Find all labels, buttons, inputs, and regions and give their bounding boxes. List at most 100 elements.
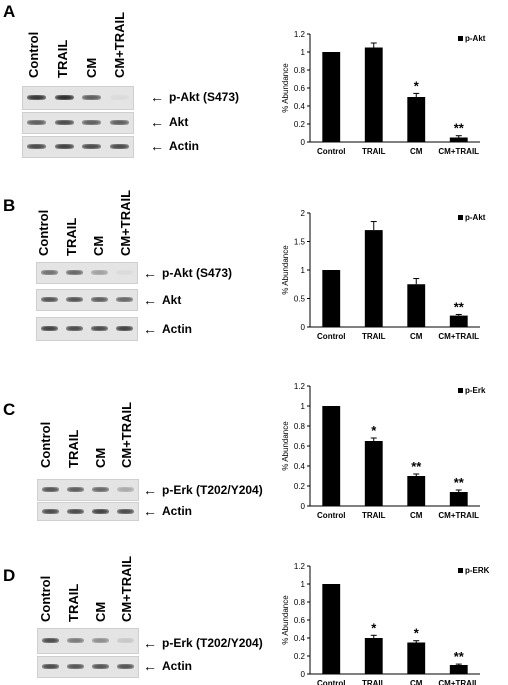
- blot-band: [115, 297, 134, 302]
- y-tick-label: 0: [301, 323, 306, 332]
- arrow-label-p-akt: ← p-Akt (S473): [150, 89, 239, 105]
- x-tick-label: TRAIL: [362, 679, 386, 685]
- panel-letter: A: [3, 2, 16, 21]
- arrow-label-actin: ← Actin: [143, 503, 192, 519]
- blot-actin: [22, 136, 134, 158]
- blot-label: p-Akt (S473): [162, 266, 233, 280]
- blot-label: p-Erk (T202/Y204): [162, 483, 263, 497]
- blot-band: [82, 144, 102, 149]
- left-arrow-icon: ←: [143, 292, 157, 308]
- bar: [322, 406, 341, 506]
- lane-label-cm: CM: [84, 57, 99, 78]
- x-tick-label: Control: [317, 679, 345, 685]
- lane-label-trail: TRAIL: [64, 217, 79, 256]
- lane-label-cm-trail: CM+TRAIL: [118, 189, 133, 256]
- left-arrow-icon: ←: [150, 114, 164, 130]
- blot-band: [54, 144, 74, 149]
- blot-band: [91, 508, 110, 514]
- blot-band: [66, 638, 85, 643]
- blot-band: [27, 144, 47, 149]
- lane-label-cm-trail: CM+TRAIL: [112, 11, 127, 78]
- blot-band: [41, 487, 60, 492]
- y-tick-label: 1.2: [294, 382, 306, 391]
- y-tick-label: 1: [301, 402, 306, 411]
- blot-band: [41, 508, 60, 514]
- legend-swatch: [458, 568, 463, 573]
- blot-label: Actin: [162, 659, 192, 673]
- y-tick-label: 0.4: [294, 634, 306, 643]
- arrow-label-akt: ← Akt: [150, 114, 188, 130]
- arrow-label-p-akt: ← p-Akt (S473): [143, 265, 232, 281]
- blot-p-erk: [37, 479, 139, 501]
- left-arrow-icon: ←: [143, 635, 157, 651]
- bar: [449, 315, 468, 327]
- y-tick-label: 0: [301, 502, 306, 511]
- y-axis-label: % Abundance: [281, 63, 290, 113]
- significance-marker: **: [454, 649, 465, 664]
- lane-label-cm-trail: CM+TRAIL: [119, 555, 134, 622]
- arrow-label-actin: ← Actin: [150, 138, 199, 154]
- blot-band: [90, 297, 109, 302]
- legend-swatch: [458, 388, 463, 393]
- arrow-label-actin: ← Actin: [143, 321, 192, 337]
- bar: [407, 476, 426, 506]
- legend-label: p-Erk: [465, 386, 486, 395]
- x-tick-label: CM+TRAIL: [438, 332, 479, 341]
- x-tick-label: CM+TRAIL: [438, 147, 479, 156]
- bar: [449, 492, 468, 506]
- left-arrow-icon: ←: [150, 138, 164, 154]
- arrow-label-akt: ← Akt: [143, 292, 181, 308]
- blot-akt: [36, 289, 138, 311]
- blot-band: [91, 638, 110, 643]
- y-tick-label: 1: [301, 48, 306, 57]
- left-arrow-icon: ←: [143, 321, 157, 337]
- blot-band: [91, 487, 110, 492]
- blot-band: [82, 95, 102, 100]
- bar: [407, 284, 426, 327]
- y-tick-label: 0: [301, 138, 306, 147]
- bar: [322, 584, 341, 674]
- blot-band: [54, 120, 74, 125]
- blot-band: [82, 120, 102, 125]
- x-tick-label: CM+TRAIL: [438, 679, 479, 685]
- blot-label: p-Akt (S473): [169, 90, 240, 104]
- blot-p-akt: [36, 262, 138, 284]
- blot-label: Akt: [169, 115, 189, 129]
- y-tick-label: 0.8: [294, 66, 306, 75]
- blot-band: [65, 270, 84, 275]
- legend-swatch: [458, 36, 463, 41]
- x-tick-label: CM: [410, 511, 423, 520]
- arrow-label-p-erk: ← p-Erk (T202/Y204): [143, 482, 263, 498]
- x-tick-label: CM: [410, 147, 423, 156]
- blot-band: [109, 95, 129, 100]
- blot-label: p-Erk (T202/Y204): [162, 636, 263, 650]
- lane-label-control: Control: [26, 31, 41, 78]
- bar: [364, 230, 383, 327]
- blot-band: [109, 144, 129, 149]
- arrow-label-p-erk: ← p-Erk (T202/Y204): [143, 635, 263, 651]
- left-arrow-icon: ←: [143, 503, 157, 519]
- y-tick-label: 0.6: [294, 84, 306, 93]
- y-tick-label: 1.5: [294, 238, 306, 247]
- blot-band: [116, 487, 135, 492]
- blot-actin: [36, 317, 138, 341]
- y-tick-label: 0.8: [294, 598, 306, 607]
- blot-band: [41, 664, 60, 669]
- significance-marker: **: [454, 475, 465, 490]
- significance-marker: *: [414, 626, 420, 641]
- bar: [407, 97, 426, 142]
- arrow-label-actin: ← Actin: [143, 658, 192, 674]
- blot-band: [27, 95, 47, 100]
- bar-chart-p-erk-d: 0 0.2 0.4 0.6 0.8 1 1.2 % Abundance Control * TRAI…: [281, 562, 490, 685]
- lane-label-control: Control: [38, 421, 53, 468]
- blot-band: [27, 120, 47, 125]
- blot-label: Actin: [162, 504, 192, 518]
- x-tick-label: TRAIL: [362, 511, 386, 520]
- blot-band: [66, 664, 85, 669]
- blot-band: [90, 270, 109, 275]
- blot-label: Actin: [169, 139, 199, 153]
- legend-label: p-Akt: [465, 34, 486, 43]
- significance-marker: **: [454, 121, 465, 136]
- significance-marker: *: [371, 423, 377, 438]
- blot-band: [116, 664, 135, 669]
